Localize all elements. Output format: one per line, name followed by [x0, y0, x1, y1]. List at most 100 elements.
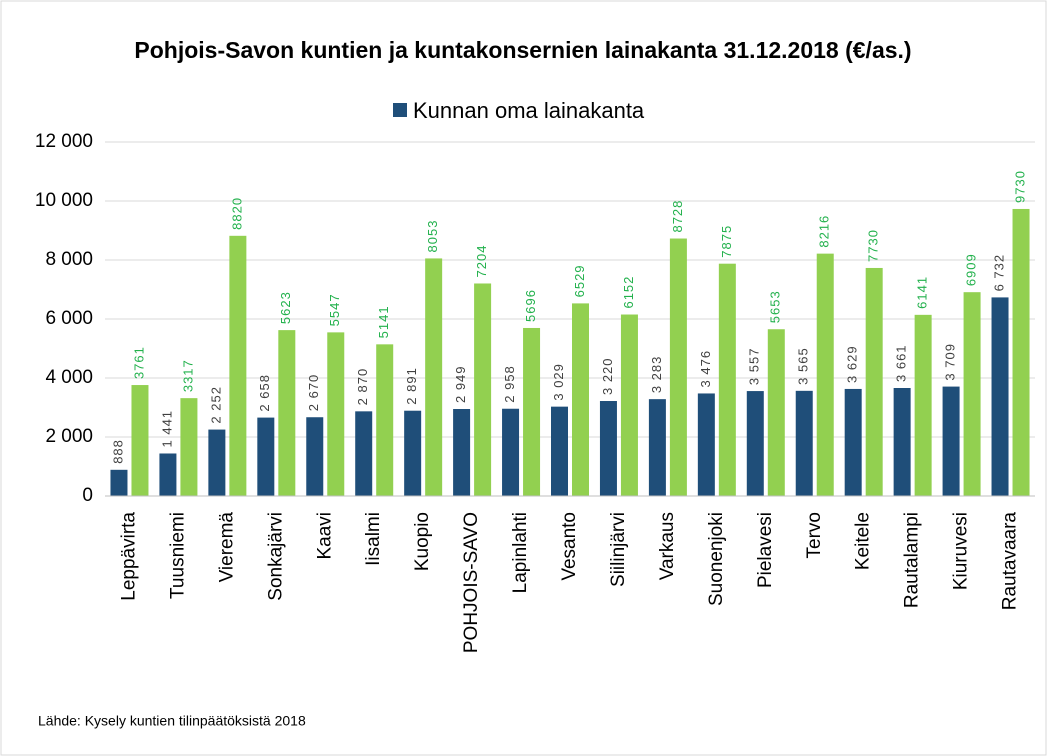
- data-label: 3 709: [943, 343, 958, 381]
- bar: [767, 329, 785, 496]
- data-label: 3 629: [845, 345, 860, 383]
- data-label: 5623: [278, 291, 293, 324]
- bar: [306, 417, 324, 496]
- bar: [257, 417, 275, 496]
- data-label: 6 732: [991, 254, 1006, 292]
- x-tick-label: Keitele: [853, 512, 874, 570]
- x-tick-label: Tervo: [804, 512, 825, 558]
- y-tick-label: 10 000: [35, 190, 93, 211]
- bar: [551, 406, 568, 496]
- bar: [620, 314, 638, 496]
- legend-label: Kunnan oma lainakanta: [413, 98, 645, 123]
- bar: [110, 469, 128, 496]
- bar: [474, 283, 492, 496]
- bar: [893, 388, 911, 496]
- bar: [942, 386, 960, 496]
- bar: [844, 388, 862, 496]
- x-tick-label: Vesanto: [559, 512, 580, 581]
- bar: [572, 303, 589, 496]
- x-tick-label: Kaavi: [314, 512, 335, 560]
- data-label: 3 283: [649, 356, 664, 394]
- bar: [278, 330, 296, 496]
- y-tick-label: 2 000: [45, 426, 93, 447]
- data-label: 7730: [866, 229, 881, 262]
- x-tick-label: Suonenjoki: [706, 512, 727, 606]
- data-label: 8053: [425, 220, 440, 253]
- bar: [523, 327, 541, 496]
- data-label: 8728: [670, 200, 685, 233]
- bar: [180, 398, 198, 496]
- data-label: 3 565: [796, 347, 811, 385]
- bar: [502, 408, 520, 496]
- bar: [131, 385, 149, 496]
- data-label: 7204: [474, 245, 489, 278]
- y-tick-label: 8 000: [45, 249, 93, 270]
- data-label: 888: [110, 439, 125, 464]
- data-label: 3761: [131, 346, 146, 379]
- data-label: 3 557: [747, 348, 762, 386]
- x-tick-label: Siilinjärvi: [608, 512, 629, 587]
- data-label: 2 870: [355, 368, 370, 406]
- data-label: 6141: [915, 276, 930, 309]
- x-tick-label: Rautavaara: [1000, 512, 1021, 611]
- x-tick-label: Rautalampi: [902, 512, 923, 608]
- x-tick-label: POHJOIS-SAVO: [461, 512, 482, 653]
- x-tick-label: Vieremä: [216, 512, 237, 583]
- bar: [669, 238, 687, 497]
- data-label: 5547: [327, 293, 342, 326]
- x-tick-label: Sonkajärvi: [265, 512, 286, 601]
- x-tick-label: Tuusniemi: [167, 512, 188, 599]
- bar: [376, 344, 394, 496]
- bar: [327, 332, 345, 496]
- bar: [697, 393, 715, 496]
- data-label: 5653: [768, 290, 783, 323]
- chart-title: Pohjois-Savon kuntien ja kuntakonsernien…: [134, 37, 912, 63]
- data-label: 8820: [229, 197, 244, 230]
- data-label: 8216: [817, 215, 832, 248]
- data-label: 2 670: [306, 374, 321, 412]
- data-label: 9730: [1012, 170, 1027, 203]
- bar: [404, 410, 422, 496]
- bar: [453, 409, 471, 496]
- data-label: 5696: [523, 289, 538, 322]
- x-tick-label: Leppävirta: [118, 512, 139, 601]
- data-label: 6909: [964, 253, 979, 286]
- data-label: 6152: [621, 276, 636, 309]
- bar: [991, 297, 1009, 496]
- data-label: 7875: [719, 225, 734, 258]
- data-label: 6529: [572, 264, 587, 297]
- data-label: 3 029: [551, 363, 566, 401]
- legend-swatch: [393, 103, 407, 117]
- data-label: 3317: [180, 359, 195, 392]
- y-tick-label: 6 000: [45, 308, 93, 329]
- data-label: 5141: [376, 305, 391, 338]
- bar: [795, 390, 813, 496]
- data-label: 2 252: [208, 386, 223, 424]
- bar: [599, 401, 617, 496]
- y-tick-label: 12 000: [35, 131, 93, 152]
- x-tick-label: Kuopio: [412, 512, 433, 571]
- data-label: 3 476: [698, 350, 713, 388]
- y-tick-label: 0: [82, 485, 93, 506]
- data-label: 2 949: [453, 365, 468, 403]
- data-label: 2 891: [404, 367, 419, 405]
- data-label: 2 958: [502, 365, 517, 403]
- data-label: 2 658: [257, 374, 272, 412]
- bar: [425, 258, 443, 496]
- x-tick-label: Kiuruvesi: [951, 512, 972, 590]
- bar: [208, 429, 226, 496]
- bar: [746, 391, 764, 496]
- bar: [648, 399, 666, 496]
- data-label: 3 220: [600, 357, 615, 395]
- bar: [159, 453, 177, 496]
- bar: [355, 411, 373, 496]
- data-label: 3 661: [894, 344, 909, 382]
- bar: [865, 267, 883, 496]
- bar: [718, 263, 736, 496]
- x-tick-label: Iisalmi: [363, 512, 384, 566]
- bar: [963, 292, 981, 496]
- x-tick-label: Pielavesi: [755, 512, 776, 588]
- bar: [816, 253, 834, 496]
